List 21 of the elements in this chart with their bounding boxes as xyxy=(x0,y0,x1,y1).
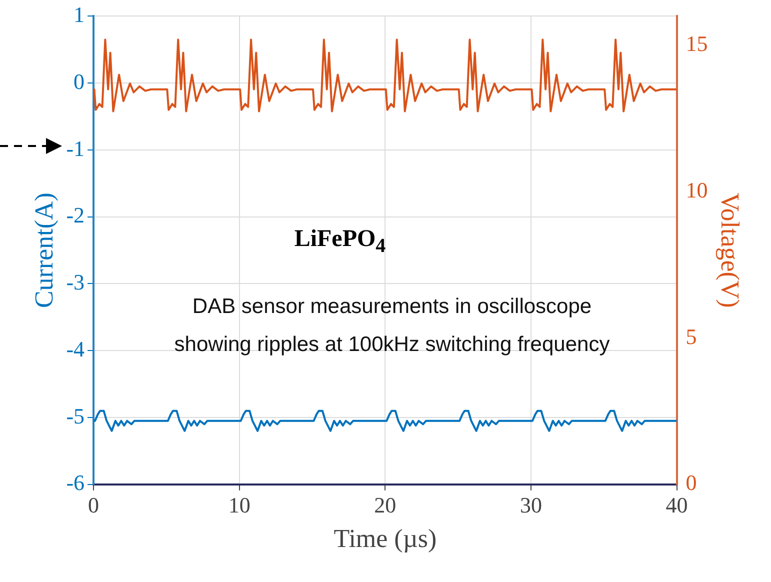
y2-tick-label: 0 xyxy=(686,470,697,496)
y-tick-label: -5 xyxy=(66,403,85,428)
y2-tick-label: 5 xyxy=(686,324,697,349)
y-tick-label: 1 xyxy=(74,2,85,27)
x-tick-label: 20 xyxy=(374,492,396,518)
y-tick-label: -3 xyxy=(66,270,85,295)
y-tick-label: 0 xyxy=(74,68,85,94)
y-tick-label: -6 xyxy=(66,470,85,496)
y-tick-label: -4 xyxy=(66,336,85,362)
x-tick-label: 10 xyxy=(228,492,250,518)
x-axis-title: Time (µs) xyxy=(334,524,437,554)
y-axis-title: Current(A) xyxy=(29,192,58,308)
annotation: DAB sensor measurements in oscilloscope showing ripples at 100kHz switching frequency xyxy=(173,294,611,358)
annotation: LiFePO$_{4}$ xyxy=(293,226,387,258)
y-tick-label: -2 xyxy=(66,202,85,228)
y2-axis-title: Voltage(V) xyxy=(716,192,745,308)
x-tick-label: 40 xyxy=(666,492,688,518)
y-tick-label: -1 xyxy=(66,136,85,161)
y2-tick-label: 10 xyxy=(686,178,708,203)
x-tick-label: 30 xyxy=(520,492,542,518)
y2-tick-label: 15 xyxy=(686,31,708,56)
